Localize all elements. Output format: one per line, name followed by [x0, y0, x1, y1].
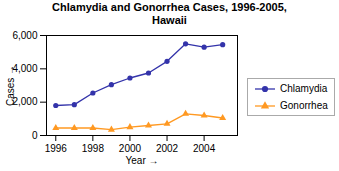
html-text:Chlamydia: Chlamydia: [280, 83, 328, 95]
html-text:Gonorrhea: Gonorrhea: [280, 100, 328, 112]
svg-text:2,000: 2,000: [12, 97, 37, 108]
svg-text:1998: 1998: [82, 143, 105, 154]
svg-text:2004: 2004: [193, 143, 216, 154]
svg-text:0: 0: [32, 130, 38, 141]
svg-text:2000: 2000: [119, 143, 142, 154]
svg-text:Cases →: Cases →: [5, 65, 16, 106]
svg-text:Year →: Year →: [126, 155, 159, 166]
svg-text:1996: 1996: [45, 143, 68, 154]
svg-text:4,000: 4,000: [12, 63, 37, 74]
svg-text:2002: 2002: [156, 143, 179, 154]
svg-text:6,000: 6,000: [12, 30, 37, 41]
html-text:Chlamydia and Gonorrhea Cases,: Chlamydia and Gonorrhea Cases, 1996-2005…: [52, 1, 287, 27]
